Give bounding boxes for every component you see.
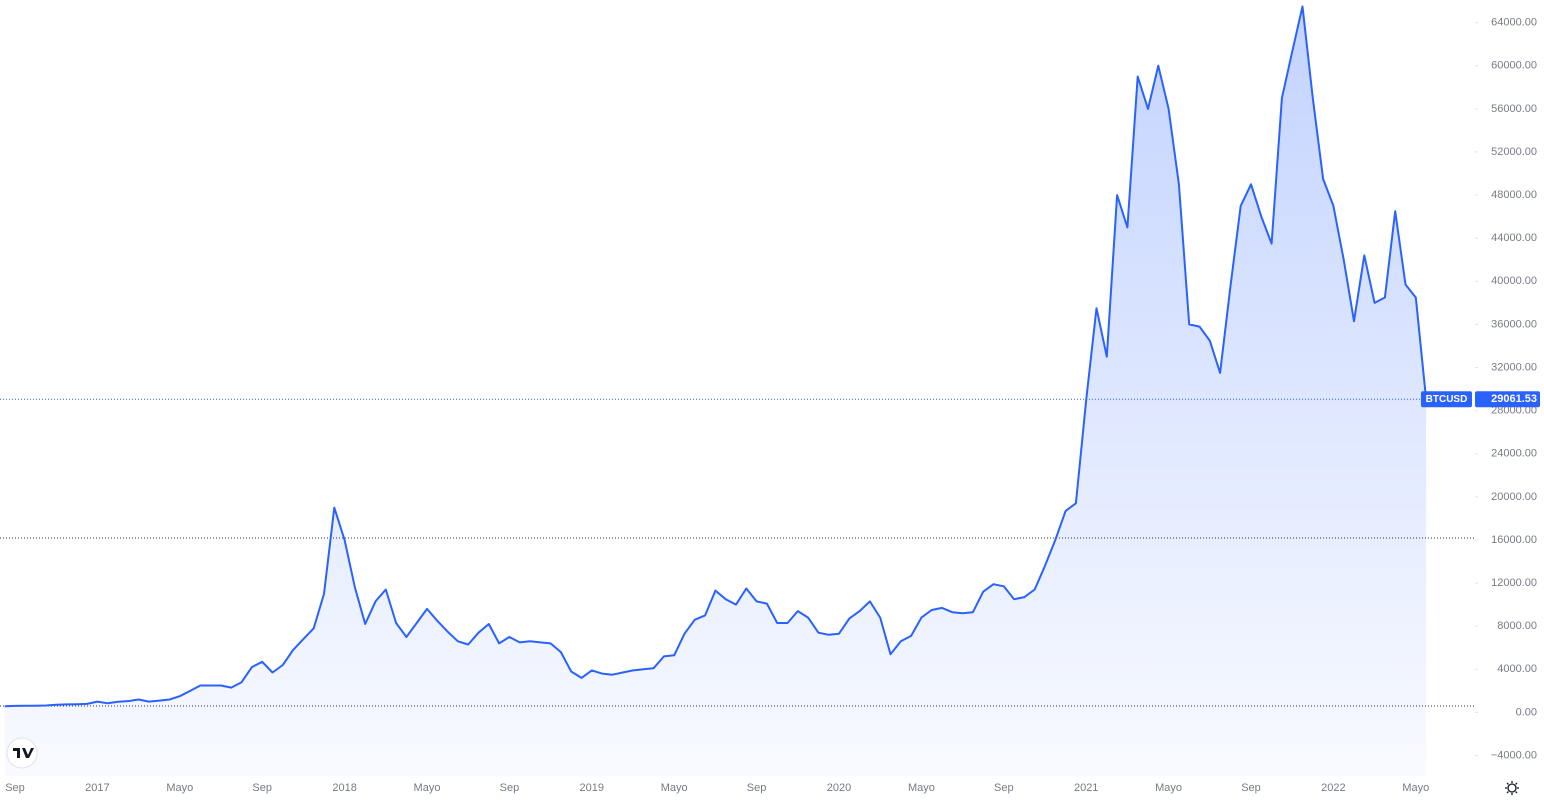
plot-area [4, 5, 1428, 776]
x-tick-label: 2019 [580, 782, 604, 794]
price-tag-label: 29061.53 [1491, 393, 1537, 405]
y-tick-label: 52000.00 [1491, 146, 1537, 158]
area [4, 6, 1427, 776]
x-tick-label: 2022 [1321, 782, 1345, 794]
y-tick-label: 36000.00 [1491, 318, 1537, 330]
y-tick-label: 0.00 [1516, 706, 1537, 718]
x-tick-label: Mayo [1155, 782, 1182, 794]
y-tick-label: 24000.00 [1491, 448, 1537, 460]
symbol-tag-label: BTCUSD [1426, 394, 1468, 405]
x-tick-label: Sep [747, 782, 767, 794]
price-line [4, 5, 1428, 708]
y-tick-label: 8000.00 [1497, 620, 1537, 632]
x-tick-label: Sep [252, 782, 272, 794]
x-tick-label: 2017 [85, 782, 109, 794]
x-tick-label: Sep [500, 782, 520, 794]
x-tick-label: Mayo [1402, 782, 1429, 794]
y-tick-label: −4000.00 [1491, 749, 1537, 761]
x-tick-label: Mayo [414, 782, 441, 794]
y-tick-label: 44000.00 [1491, 232, 1537, 244]
price-tag [1475, 391, 1540, 408]
x-tick-label: Sep [994, 782, 1014, 794]
y-tick-label: 4000.00 [1497, 663, 1537, 675]
y-tick-label: 40000.00 [1491, 275, 1537, 287]
x-tick-label: Mayo [908, 782, 935, 794]
y-tick-label: 12000.00 [1491, 577, 1537, 589]
x-tick-label: Sep [1241, 782, 1261, 794]
y-tick-label: 64000.00 [1491, 17, 1537, 29]
y-tick-label: 20000.00 [1491, 491, 1537, 503]
x-tick-label: 2018 [332, 782, 356, 794]
y-tick-label: 60000.00 [1491, 60, 1537, 72]
symbol-tag [1421, 391, 1472, 408]
x-tick-label: 2021 [1074, 782, 1098, 794]
x-tick-label: Sep [5, 782, 25, 794]
y-tick-label: 32000.00 [1491, 361, 1537, 373]
y-tick-label: 56000.00 [1491, 103, 1537, 115]
x-tick-label: Mayo [166, 782, 193, 794]
x-tick-label: Mayo [661, 782, 688, 794]
settings-icon[interactable] [1505, 781, 1519, 795]
tv-logo[interactable] [6, 737, 38, 769]
y-tick-label: 48000.00 [1491, 189, 1537, 201]
x-tick-label: 2020 [827, 782, 851, 794]
y-tick-label: 28000.00 [1491, 405, 1537, 417]
y-tick-label: 16000.00 [1491, 534, 1537, 546]
